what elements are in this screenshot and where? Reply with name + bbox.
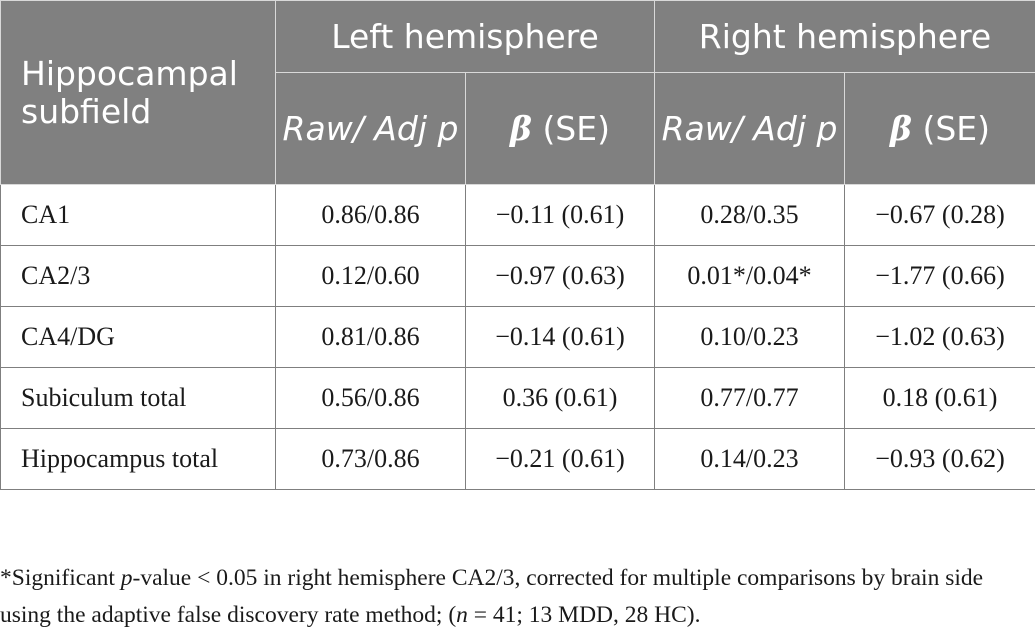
table-footnote: *Significant p-value < 0.05 in right hem… [0, 560, 1035, 634]
left-hemisphere-header: Left hemisphere [276, 1, 655, 73]
right-p-value: 0.10/0.23 [655, 307, 845, 368]
subfield-name: CA2/3 [1, 246, 276, 307]
table-row: Subiculum total 0.56/0.86 0.36 (0.61) 0.… [1, 368, 1035, 429]
results-table: Hippocampal subfield Left hemisphere Rig… [0, 0, 1035, 490]
right-beta-value: −1.02 (0.63) [845, 307, 1035, 368]
left-p-header: Raw/ Adj p [276, 73, 466, 185]
left-beta-value: −0.14 (0.61) [466, 307, 655, 368]
left-beta-value: 0.36 (0.61) [466, 368, 655, 429]
subfield-name: Hippocampus total [1, 429, 276, 490]
left-p-value: 0.56/0.86 [276, 368, 466, 429]
subfield-name: Subiculum total [1, 368, 276, 429]
right-p-value: 0.77/0.77 [655, 368, 845, 429]
left-beta-value: −0.97 (0.63) [466, 246, 655, 307]
left-beta-value: −0.11 (0.61) [466, 185, 655, 246]
left-beta-value: −0.21 (0.61) [466, 429, 655, 490]
right-p-value: 0.28/0.35 [655, 185, 845, 246]
right-p-value: 0.01*/0.04* [655, 246, 845, 307]
subfield-name: CA1 [1, 185, 276, 246]
right-beta-header: β (SE) [845, 73, 1035, 185]
table-row: CA2/3 0.12/0.60 −0.97 (0.63) 0.01*/0.04*… [1, 246, 1035, 307]
left-p-value: 0.86/0.86 [276, 185, 466, 246]
table-row: CA1 0.86/0.86 −0.11 (0.61) 0.28/0.35 −0.… [1, 185, 1035, 246]
right-p-value: 0.14/0.23 [655, 429, 845, 490]
table-row: Hippocampus total 0.73/0.86 −0.21 (0.61)… [1, 429, 1035, 490]
subfield-name: CA4/DG [1, 307, 276, 368]
left-p-value: 0.81/0.86 [276, 307, 466, 368]
right-beta-value: 0.18 (0.61) [845, 368, 1035, 429]
left-p-value: 0.73/0.86 [276, 429, 466, 490]
right-hemisphere-header: Right hemisphere [655, 1, 1035, 73]
left-p-value: 0.12/0.60 [276, 246, 466, 307]
left-beta-header: β (SE) [466, 73, 655, 185]
table-row: CA4/DG 0.81/0.86 −0.14 (0.61) 0.10/0.23 … [1, 307, 1035, 368]
right-beta-value: −0.93 (0.62) [845, 429, 1035, 490]
right-beta-value: −0.67 (0.28) [845, 185, 1035, 246]
right-beta-value: −1.77 (0.66) [845, 246, 1035, 307]
row-header: Hippocampal subfield [1, 1, 276, 185]
right-p-header: Raw/ Adj p [655, 73, 845, 185]
